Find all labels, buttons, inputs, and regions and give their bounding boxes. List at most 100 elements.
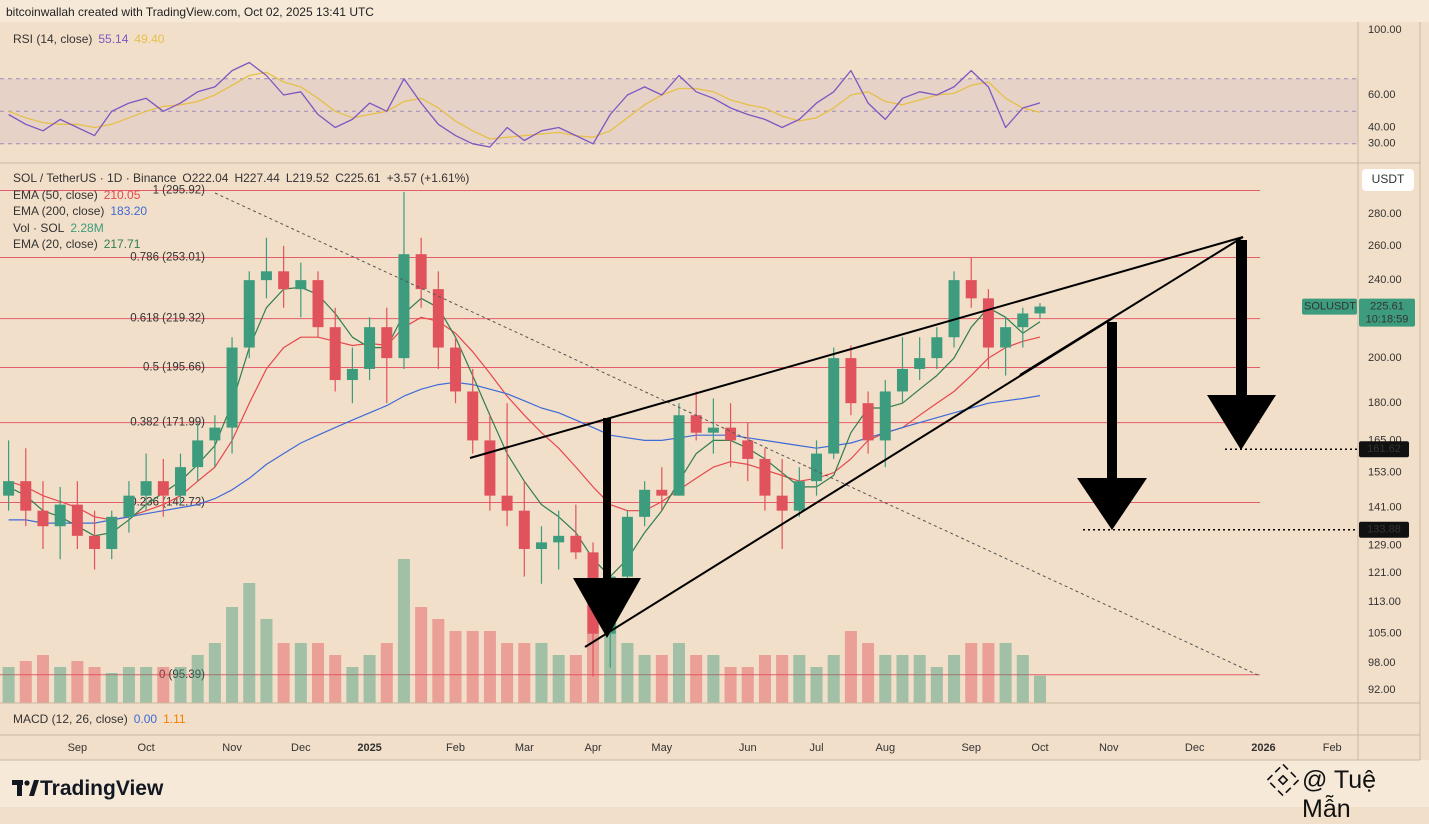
- rsi-tick-label: 40.00: [1368, 121, 1396, 133]
- candle-body: [364, 327, 376, 369]
- candle-body: [518, 510, 530, 550]
- volume-bar: [243, 583, 256, 703]
- candle-body: [54, 504, 66, 527]
- candle-body: [37, 510, 49, 527]
- legend-value: 49.40: [134, 32, 165, 46]
- volume-bar: [397, 559, 410, 703]
- volume-bar: [260, 619, 273, 703]
- arrow: [1207, 240, 1276, 450]
- price-badge: [1359, 441, 1409, 458]
- legend-name: Vol · SOL: [13, 220, 65, 235]
- x-tick-label: Sep: [68, 742, 88, 754]
- candle-body: [862, 403, 874, 441]
- candle-body: [896, 368, 908, 392]
- x-tick-label: Oct: [138, 742, 155, 754]
- y-tick-label: 200.00: [1368, 352, 1402, 364]
- legend-row: EMA (200, close) 183.20: [13, 203, 475, 220]
- volume-bar: [71, 661, 84, 703]
- candle-body: [759, 458, 771, 496]
- volume-bar: [552, 655, 565, 703]
- legend-row: EMA (20, close) 217.71: [13, 236, 475, 253]
- volume-bar: [569, 655, 582, 703]
- wedge-upper: [469, 236, 1244, 459]
- ohlc: H227.44: [234, 171, 280, 185]
- symbol: SOL / TetherUS · 1D · Binance: [13, 171, 177, 185]
- x-tick-label: Sep: [961, 742, 981, 754]
- candle-body: [639, 489, 651, 517]
- volume-bar: [466, 631, 479, 703]
- x-tick-label: 2026: [1251, 742, 1275, 754]
- legend-value: 2.28M: [70, 220, 104, 235]
- volume-bar: [999, 643, 1012, 703]
- legend-name: EMA (50, close): [13, 187, 98, 202]
- volume-bar: [862, 643, 875, 703]
- volume-bar: [449, 631, 462, 703]
- candle-body: [965, 280, 977, 299]
- candle-body: [914, 358, 926, 369]
- header-text: bitcoinwallah created with TradingView.c…: [6, 5, 374, 19]
- price-legend: SOL / TetherUS · 1D · Binance O222.04 H227…: [13, 170, 475, 253]
- volume-bar: [776, 655, 789, 703]
- candle-body: [1017, 313, 1029, 328]
- volume-bar: [311, 643, 325, 703]
- fib-label: 0.382 (171.99): [130, 417, 205, 429]
- candle-body: [450, 347, 462, 392]
- footer-bar: [0, 760, 1429, 807]
- y-tick-label: 153.00: [1368, 467, 1402, 479]
- volume-bar: [363, 655, 376, 703]
- candle-body: [828, 358, 840, 454]
- legend-row: SOL / TetherUS · 1D · Binance O222.04 H227…: [13, 170, 475, 187]
- candle-body: [948, 280, 960, 338]
- brand: TradingView: [40, 777, 164, 800]
- volume-bar: [724, 667, 737, 703]
- candle-body: [690, 415, 702, 433]
- volume-bar: [415, 607, 428, 703]
- volume-bar: [277, 643, 290, 703]
- candle-body: [845, 358, 857, 404]
- candle-body: [346, 368, 358, 381]
- icon-part: [1277, 774, 1289, 786]
- x-tick-label: Aug: [875, 742, 895, 754]
- price-pane: 1 (295.92) 0.786 (253.01) 0.618 (219.32) 0.…: [0, 185, 1260, 703]
- arrow: [1077, 322, 1147, 530]
- candle-body: [656, 489, 668, 496]
- x-tick-label: Jun: [739, 742, 757, 754]
- x-tick-label: Feb: [446, 742, 465, 754]
- volume-bar: [810, 667, 823, 703]
- volume-bar: [380, 643, 393, 703]
- y-tick-label: 121.00: [1368, 567, 1402, 579]
- fib-label: 1 (295.92): [153, 185, 206, 197]
- volume-bar: [191, 655, 204, 703]
- rsi-pane: [0, 61, 1358, 148]
- candle-body: [776, 495, 788, 511]
- volume-bar: [208, 643, 221, 703]
- y-tick-label: 260.00: [1368, 240, 1402, 252]
- currency-badge[interactable]: [1362, 169, 1414, 191]
- y-tick-label: 98.00: [1368, 657, 1396, 669]
- volume-bar: [913, 655, 926, 703]
- candle-body: [1034, 306, 1046, 314]
- logo-part: [29, 780, 39, 796]
- fib-label: 0.786 (253.01): [130, 252, 205, 264]
- fib-label: 0 (95.39): [159, 669, 205, 681]
- volume-bar: [844, 631, 857, 703]
- candle-body: [793, 481, 805, 511]
- candle-body: [742, 440, 754, 459]
- legend-value: 210.05: [103, 187, 141, 202]
- volume-bar: [157, 667, 170, 703]
- price-badge: [1359, 521, 1409, 538]
- volume-bar: [329, 655, 342, 703]
- rsi-tick-label: 100.00: [1368, 24, 1402, 36]
- legend-name: EMA (200, close): [13, 204, 105, 218]
- volume-bar: [793, 655, 806, 703]
- volume-bar: [105, 673, 118, 703]
- volume-bar: [827, 655, 840, 703]
- candle-body: [501, 495, 513, 511]
- axes: USDT 100.00 60.00 40.00 30.00 280.00 260.00 24…: [0, 22, 1421, 761]
- countdown-label: 10:18:59: [1366, 313, 1409, 325]
- legend-name: RSI (14, close): [13, 32, 93, 46]
- volume-bar: [621, 643, 634, 703]
- tv-logo-icon: [12, 780, 39, 796]
- volume-bar: [758, 655, 771, 703]
